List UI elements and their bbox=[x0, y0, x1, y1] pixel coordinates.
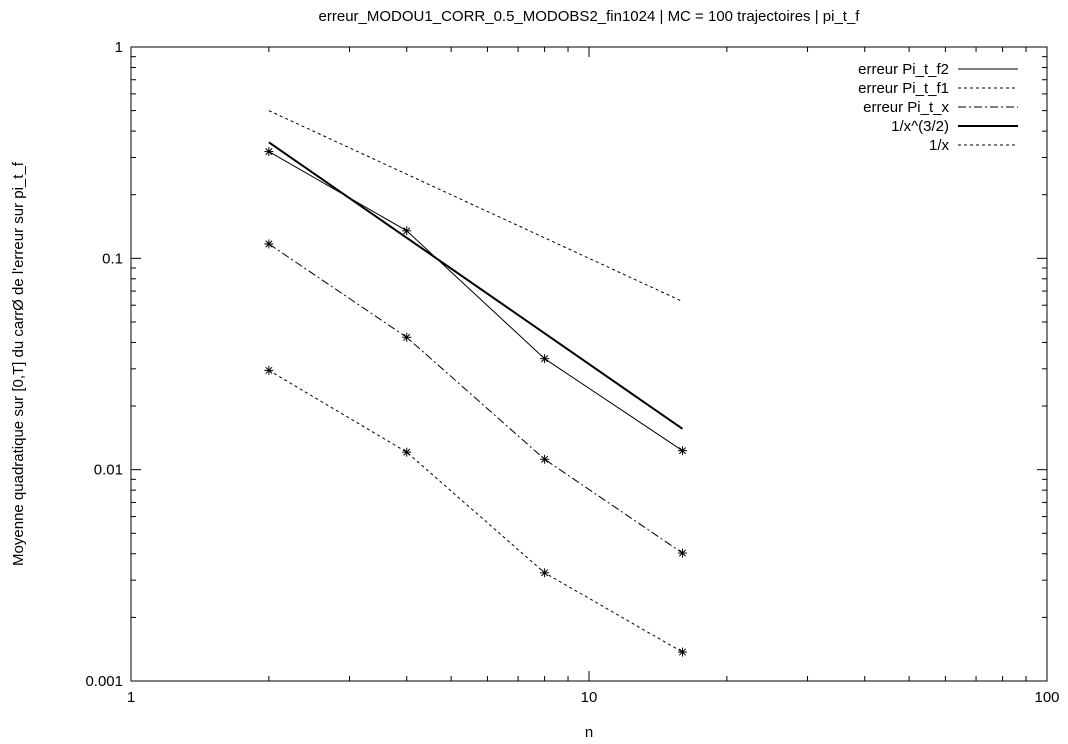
series-line-erreur-pi-t-f2 bbox=[268, 151, 683, 452]
marker-stroke bbox=[541, 569, 549, 577]
series-layer bbox=[264, 110, 687, 657]
marker-stroke bbox=[403, 227, 411, 235]
series-line-1-x bbox=[268, 110, 683, 302]
x-tick-label: 1 bbox=[127, 689, 135, 706]
data-point-marker bbox=[402, 332, 412, 342]
axes: 1 10 100 0.001 0.01 0.1 1 bbox=[85, 39, 1059, 706]
data-point-marker bbox=[264, 365, 274, 375]
marker-stroke bbox=[403, 448, 411, 456]
y-tick-label: 0.1 bbox=[102, 250, 123, 267]
series-line-1-x-3-2 bbox=[268, 141, 684, 430]
legend-label: 1/x bbox=[929, 137, 950, 154]
marker-stroke bbox=[678, 648, 687, 656]
y-tick-label: 0.001 bbox=[85, 673, 123, 690]
series-line-erreur-pi-t-f1 bbox=[268, 369, 683, 653]
legend-label: erreur Pi_t_x bbox=[863, 99, 949, 116]
data-point-marker bbox=[540, 454, 550, 464]
legend-label: erreur Pi_t_f2 bbox=[858, 61, 949, 78]
marker-stroke bbox=[541, 455, 549, 463]
legend-label: erreur Pi_t_f1 bbox=[858, 80, 949, 97]
legend-label: 1/x^(3/2) bbox=[891, 118, 949, 135]
y-tick-label: 0.01 bbox=[94, 462, 123, 479]
chart-title: erreur_MODOU1_CORR_0.5_MODOBS2_fin1024 |… bbox=[319, 8, 861, 25]
data-point-marker bbox=[264, 147, 274, 157]
data-point-marker bbox=[677, 548, 687, 558]
data-point-marker bbox=[264, 239, 274, 249]
y-axis-label: Moyenne quadratique sur [0,T] du carrØ d… bbox=[10, 161, 27, 566]
data-point-marker bbox=[677, 647, 687, 657]
marker-stroke bbox=[541, 355, 549, 363]
series-line-erreur-pi-t-x bbox=[268, 243, 683, 554]
marker-stroke bbox=[265, 240, 273, 248]
y-tick-label: 1 bbox=[115, 39, 123, 56]
data-point-marker bbox=[540, 568, 550, 578]
data-point-marker bbox=[540, 354, 550, 364]
data-point-marker bbox=[677, 446, 687, 456]
marker-stroke bbox=[265, 366, 273, 374]
marker-stroke bbox=[678, 447, 687, 455]
x-tick-label: 100 bbox=[1034, 689, 1059, 706]
marker-stroke bbox=[265, 148, 273, 156]
marker-stroke bbox=[403, 333, 411, 341]
data-point-marker bbox=[402, 447, 412, 457]
marker-stroke bbox=[678, 549, 687, 557]
x-tick-label: 10 bbox=[581, 689, 598, 706]
data-point-marker bbox=[402, 226, 412, 236]
x-axis-label: n bbox=[585, 724, 593, 741]
